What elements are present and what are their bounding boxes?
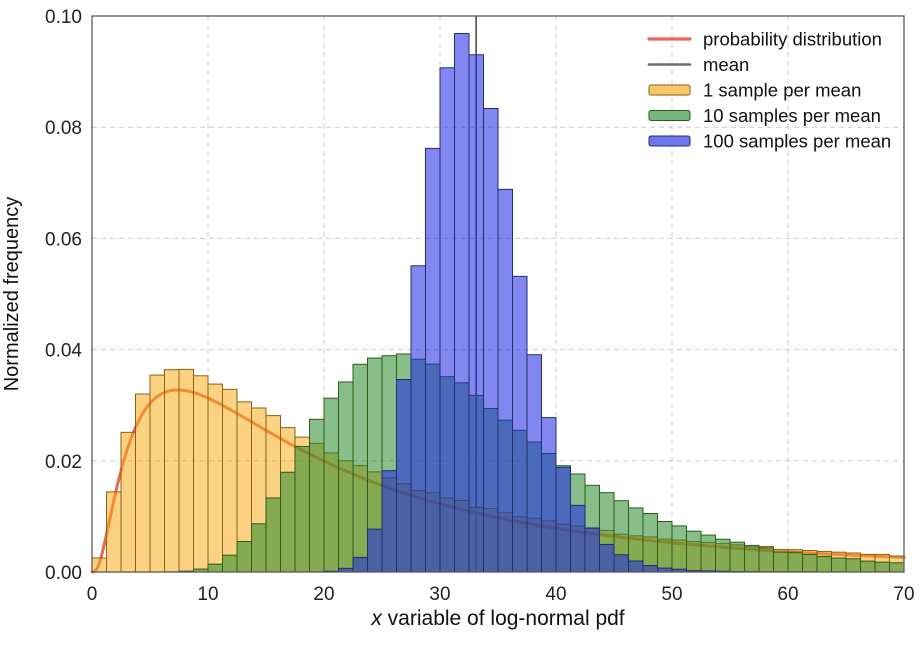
svg-text:10 samples per mean: 10 samples per mean: [703, 105, 881, 126]
svg-text:mean: mean: [703, 54, 749, 75]
svg-text:40: 40: [545, 584, 566, 605]
svg-text:0: 0: [87, 584, 98, 605]
svg-text:10: 10: [197, 584, 218, 605]
svg-text:0.02: 0.02: [45, 452, 82, 473]
svg-text:probability distribution: probability distribution: [703, 29, 882, 50]
svg-text:50: 50: [661, 584, 682, 605]
svg-text:1 sample per mean: 1 sample per mean: [703, 80, 861, 101]
svg-text:x variable of log-normal pdf: x variable of log-normal pdf: [370, 607, 624, 630]
svg-text:100 samples per mean: 100 samples per mean: [703, 131, 891, 152]
svg-text:0.00: 0.00: [45, 563, 82, 584]
svg-text:70: 70: [893, 584, 914, 605]
svg-text:30: 30: [429, 584, 450, 605]
svg-text:0.06: 0.06: [45, 229, 82, 250]
svg-text:0.10: 0.10: [45, 7, 82, 28]
svg-text:Normalized frequency: Normalized frequency: [1, 197, 23, 392]
svg-text:60: 60: [777, 584, 798, 605]
svg-text:0.08: 0.08: [45, 118, 82, 139]
svg-text:0.04: 0.04: [45, 341, 82, 362]
svg-text:20: 20: [313, 584, 334, 605]
